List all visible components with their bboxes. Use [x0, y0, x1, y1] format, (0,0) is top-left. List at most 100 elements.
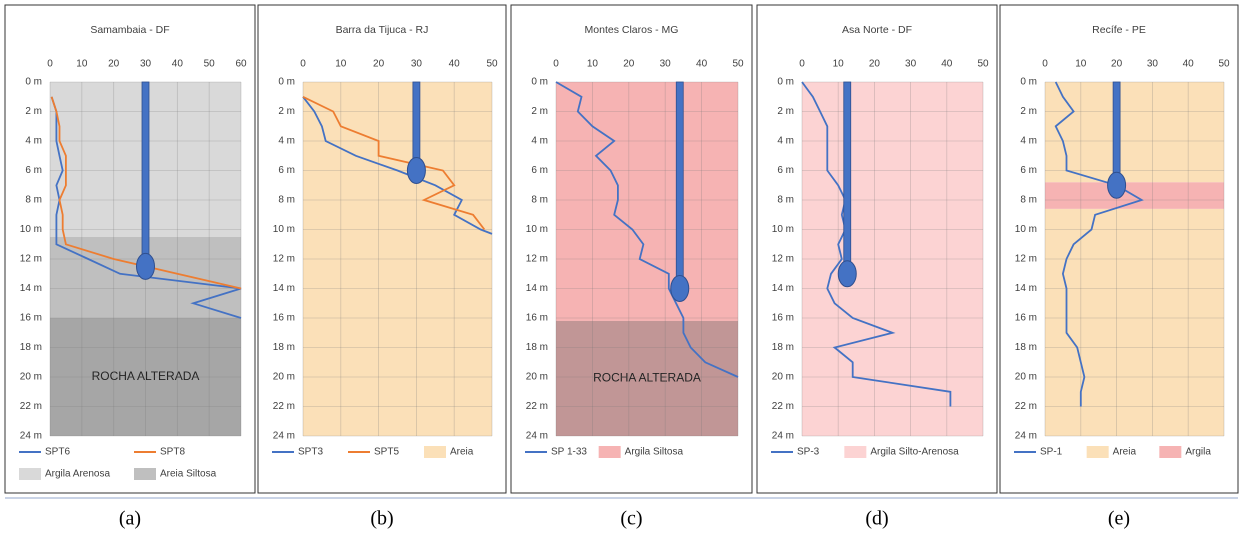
chart-title: Asa Norte - DF: [842, 24, 912, 36]
y-tick-label: 14 m: [526, 283, 548, 294]
y-tick-label: 2 m: [278, 106, 295, 117]
y-tick-label: 8 m: [1020, 195, 1037, 206]
x-tick-label: 20: [108, 59, 120, 70]
spt-line: [801, 81, 952, 407]
y-tick-label: 4 m: [777, 136, 794, 147]
pile-bulb: [837, 260, 857, 288]
y-tick-label: 12 m: [1015, 254, 1037, 265]
y-tick-label: 14 m: [1015, 283, 1037, 294]
y-tick-label: 18 m: [20, 342, 42, 353]
x-tick-label: 0: [1042, 59, 1048, 70]
y-tick-label: 14 m: [273, 283, 295, 294]
y-tick-label: 12 m: [273, 254, 295, 265]
legend-label: SP-1: [1040, 447, 1063, 458]
pile-bulb: [670, 275, 690, 302]
y-tick-label: 4 m: [1020, 136, 1037, 147]
y-tick-label: 8 m: [531, 195, 548, 206]
y-tick-label: 22 m: [772, 401, 794, 412]
y-tick-label: 0 m: [278, 77, 295, 88]
y-tick-label: 20 m: [1015, 372, 1037, 383]
x-tick-label: 30: [140, 59, 152, 70]
panel-caption: (b): [370, 508, 393, 530]
x-tick-label: 50: [204, 59, 216, 70]
y-tick-label: 2 m: [1020, 106, 1037, 117]
panel-caption: (d): [865, 508, 888, 530]
y-tick-label: 2 m: [531, 106, 548, 117]
y-tick-label: 24 m: [273, 431, 295, 442]
y-tick-label: 24 m: [772, 431, 794, 442]
legend-swatch: [598, 446, 621, 458]
x-tick-label: 10: [587, 59, 599, 70]
x-tick-label: 10: [335, 59, 347, 70]
x-tick-label: 50: [486, 59, 498, 70]
panel-caption: (a): [119, 508, 141, 530]
soil-layer: [1045, 82, 1224, 183]
y-tick-label: 14 m: [772, 283, 794, 294]
soil-layer: [556, 82, 738, 321]
x-tick-label: 10: [76, 59, 88, 70]
y-tick-label: 22 m: [20, 401, 42, 412]
y-tick-label: 14 m: [20, 283, 42, 294]
legend-label: Areia: [450, 447, 474, 458]
x-tick-label: 0: [553, 59, 559, 70]
soil-layer: [50, 318, 241, 436]
y-tick-label: 22 m: [273, 401, 295, 412]
x-tick-label: 20: [623, 59, 635, 70]
legend-swatch: [844, 446, 867, 458]
x-tick-label: 40: [449, 59, 461, 70]
y-tick-label: 24 m: [20, 431, 42, 442]
legend-label: SPT6: [45, 447, 70, 458]
y-tick-label: 2 m: [25, 106, 42, 117]
x-tick-label: 0: [47, 59, 53, 70]
y-tick-label: 20 m: [526, 372, 548, 383]
y-tick-label: 18 m: [772, 342, 794, 353]
legend-swatch: [424, 446, 446, 458]
x-tick-label: 50: [977, 59, 989, 70]
y-tick-label: 8 m: [777, 195, 794, 206]
y-tick-label: 12 m: [772, 254, 794, 265]
y-tick-label: 8 m: [25, 195, 42, 206]
y-tick-label: 22 m: [526, 401, 548, 412]
chart-title: Montes Claros - MG: [585, 24, 679, 36]
y-tick-label: 20 m: [20, 372, 42, 383]
legend-label: Areia: [1113, 447, 1137, 458]
soil-layer: [802, 82, 983, 436]
pile-shaft: [843, 81, 852, 275]
x-tick-label: 30: [905, 59, 917, 70]
pile-shaft: [1112, 81, 1121, 186]
layer-label: ROCHA ALTERADA: [92, 369, 200, 383]
spt-line: [1054, 81, 1144, 407]
pile-shaft: [675, 81, 684, 289]
y-tick-label: 12 m: [526, 254, 548, 265]
y-tick-label: 10 m: [273, 224, 295, 235]
legend-label: SPT3: [298, 447, 323, 458]
legend-label: SPT8: [160, 447, 185, 458]
x-tick-label: 0: [799, 59, 805, 70]
y-tick-label: 6 m: [777, 165, 794, 176]
y-tick-label: 16 m: [772, 313, 794, 324]
x-tick-label: 50: [1218, 59, 1230, 70]
pile-bulb: [406, 157, 426, 184]
legend-label: SPT5: [374, 447, 399, 458]
y-tick-label: 0 m: [531, 77, 548, 88]
spt-line: [302, 96, 493, 235]
chart-title: Barra da Tijuca - RJ: [336, 24, 429, 36]
x-tick-label: 50: [732, 59, 744, 70]
y-tick-label: 8 m: [278, 195, 295, 206]
chart-title: Recífe - PE: [1092, 24, 1146, 36]
x-tick-label: 30: [411, 59, 423, 70]
legend-label: SP 1-33: [551, 447, 587, 458]
y-tick-label: 18 m: [273, 342, 295, 353]
pile-bulb: [1107, 171, 1127, 199]
legend-label: Argila Silto-Arenosa: [870, 447, 959, 458]
y-tick-label: 12 m: [20, 254, 42, 265]
y-tick-label: 0 m: [777, 77, 794, 88]
y-tick-label: 6 m: [1020, 165, 1037, 176]
x-tick-label: 40: [172, 59, 184, 70]
pile-bulb: [136, 252, 155, 280]
spt-line: [50, 96, 242, 290]
y-tick-label: 10 m: [772, 224, 794, 235]
y-tick-label: 0 m: [1020, 77, 1037, 88]
x-tick-label: 40: [696, 59, 708, 70]
